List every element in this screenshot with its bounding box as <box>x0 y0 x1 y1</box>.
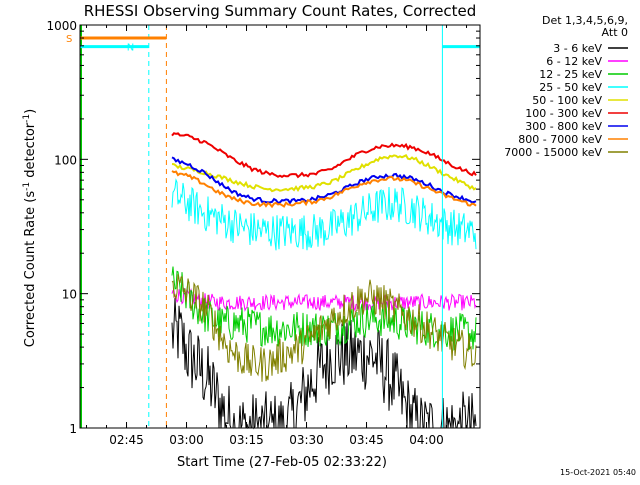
y-tick-label-0: 1 <box>69 422 77 436</box>
legend-label-6: 300 - 800 keV <box>525 120 602 133</box>
y-tick-label-1: 10 <box>62 288 77 302</box>
series-line-7 <box>171 170 477 209</box>
x-tick-label-0: 02:45 <box>109 433 144 447</box>
legend-label-8: 7000 - 15000 keV <box>504 146 602 159</box>
legend-header-line2: Att 0 <box>602 26 628 39</box>
legend-label-7: 800 - 7000 keV <box>518 133 602 146</box>
y-axis-label-sup1: -1 <box>22 182 32 191</box>
plot-frame <box>79 24 481 429</box>
chart-title: RHESSI Observing Summary Count Rates, Co… <box>84 2 477 20</box>
x-tick-label-2: 03:15 <box>229 433 264 447</box>
flag-label-n: N <box>127 43 134 54</box>
flag-label-s: S <box>66 34 72 45</box>
series-line-1 <box>171 288 477 313</box>
x-tick-label-5: 04:00 <box>409 433 444 447</box>
series-line-8 <box>171 274 477 382</box>
legend-label-4: 50 - 100 keV <box>532 94 602 107</box>
legend-label-0: 3 - 6 keV <box>553 42 602 55</box>
series-line-4 <box>171 153 477 193</box>
footer-timestamp: 15-Oct-2021 05:40 <box>560 468 636 477</box>
x-axis-label: Start Time (27-Feb-05 02:33:22) <box>177 455 387 470</box>
legend-label-2: 12 - 25 keV <box>539 68 602 81</box>
legend-label-1: 6 - 12 keV <box>546 55 602 68</box>
series-layer <box>171 132 477 430</box>
y-tick-label-3: 1000 <box>46 19 77 33</box>
y-axis-label-end: ) <box>23 109 38 114</box>
x-tick-label-1: 03:00 <box>169 433 204 447</box>
legend-header-line1: Det 1,3,4,5,6,9, <box>542 14 628 27</box>
y-axis-label: Corrected Count Rate (s-1 detector-1) <box>22 109 38 347</box>
series-line-2 <box>171 266 477 351</box>
y-axis-label-sup2: -1 <box>22 114 32 123</box>
x-tick-label-3: 03:30 <box>289 433 324 447</box>
x-tick-label-4: 03:45 <box>349 433 384 447</box>
series-line-3 <box>171 178 477 251</box>
legend-label-5: 100 - 300 keV <box>525 107 602 120</box>
series-line-0 <box>171 297 477 430</box>
marker-layer: SN <box>66 25 480 428</box>
axis-layer: 02:45 03:00 03:15 03:30 03:45 04:00 1 10 100 1000 <box>46 19 480 447</box>
series-line-6 <box>171 156 477 205</box>
y-axis-label-main: Corrected Count Rate (s <box>23 191 38 348</box>
y-axis-label-mid: detector <box>23 122 38 182</box>
series-line-5 <box>171 132 477 179</box>
y-tick-label-2: 100 <box>54 153 77 167</box>
legend-label-3: 25 - 50 keV <box>539 81 602 94</box>
